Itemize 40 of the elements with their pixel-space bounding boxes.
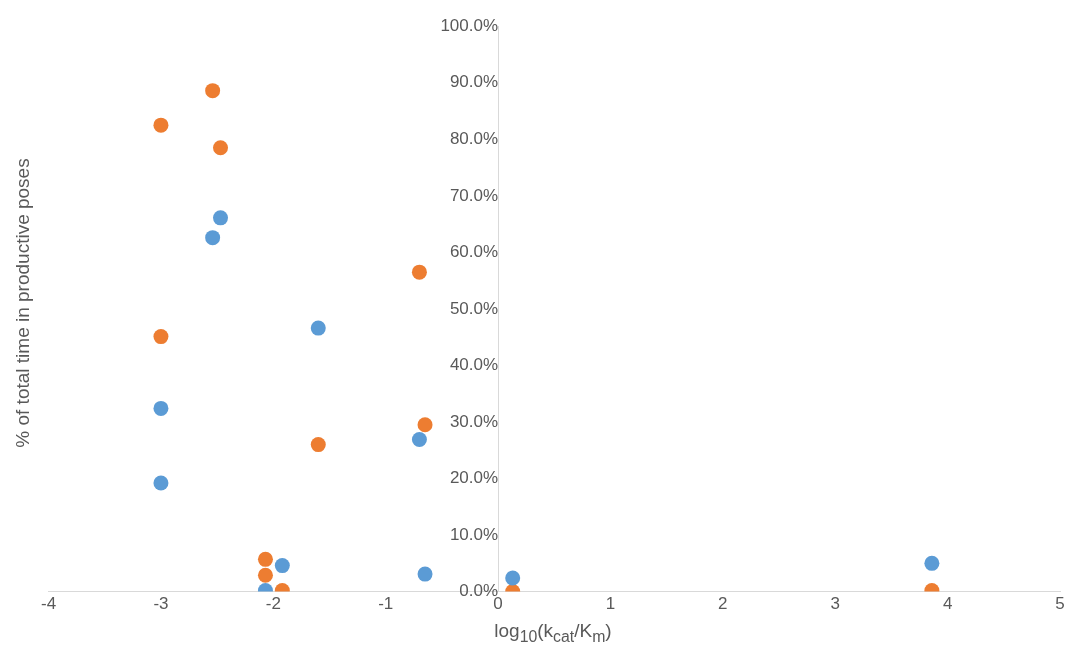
point <box>310 437 326 453</box>
x-tick-label: -1 <box>378 594 394 614</box>
point <box>924 555 940 571</box>
point <box>153 117 169 133</box>
y-tick-label: 50.0% <box>449 298 499 318</box>
y-tick-label: 10.0% <box>449 524 499 544</box>
y-tick-label: 80.0% <box>449 128 499 148</box>
point <box>213 210 228 226</box>
y-tick-label: 40.0% <box>449 355 499 375</box>
y-axis-title: % of total time in productive poses <box>12 158 34 448</box>
point <box>417 417 433 433</box>
x-tick-label: 1 <box>605 594 616 614</box>
point <box>505 570 521 586</box>
x-tick-label: -4 <box>41 594 57 614</box>
point <box>411 432 427 448</box>
x-tick-label: -2 <box>265 594 281 614</box>
x-tick-label: 4 <box>942 594 953 614</box>
y-tick-label: 60.0% <box>449 242 499 262</box>
point <box>257 551 273 567</box>
x-axis-title: log$_{10}$(k$_{cat}$/K$_{m}$) <box>494 620 612 646</box>
x-tick-label: 5 <box>1055 594 1065 614</box>
y-tick-label: 100.0% <box>440 15 499 35</box>
x-tick-label: 2 <box>718 594 728 614</box>
point <box>310 320 326 336</box>
x-tick-label: -3 <box>153 594 169 614</box>
y-tick-label: 30.0% <box>449 411 499 431</box>
point <box>205 83 221 99</box>
point <box>411 264 427 280</box>
y-tick-label: 20.0% <box>449 468 499 488</box>
y-tick-label: 90.0% <box>449 72 499 92</box>
point <box>274 558 290 574</box>
point <box>153 329 169 345</box>
x-tick-label: 3 <box>830 594 840 614</box>
point <box>213 140 228 156</box>
point <box>153 400 169 416</box>
point <box>205 230 221 246</box>
point <box>257 567 273 583</box>
y-tick-label: 70.0% <box>449 185 499 205</box>
point <box>153 475 169 491</box>
point <box>417 566 433 582</box>
